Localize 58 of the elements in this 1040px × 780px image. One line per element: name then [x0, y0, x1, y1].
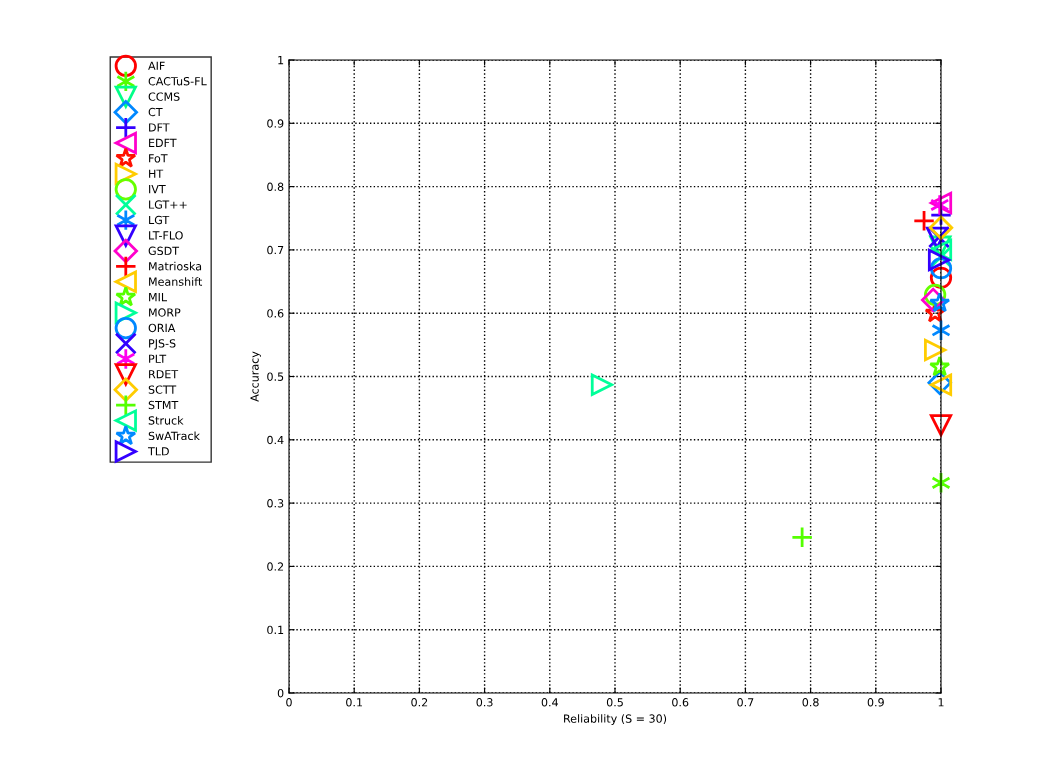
legend-label: Struck [148, 416, 184, 425]
point [929, 414, 953, 437]
point [791, 526, 814, 549]
x-tick-label: 0.9 [867, 698, 884, 707]
x-tick-label: 0.8 [802, 698, 819, 707]
legend-label: GSDT [148, 246, 180, 256]
legend-label: CCMS [148, 92, 180, 101]
legend-label: MIL [149, 293, 168, 302]
x-tick-label: 0.6 [672, 698, 689, 707]
x-tick-label: 0.5 [606, 698, 623, 707]
legend-label: LGT++ [149, 200, 187, 209]
y-tick-label: 0.1 [267, 625, 284, 635]
y-tick-label: 1 [278, 56, 284, 65]
y-tick-label: 0 [277, 688, 284, 698]
y-tick-label: 0.2 [267, 562, 284, 571]
y-tick-label: 0.5 [267, 372, 284, 381]
legend-label: CACTuS-FL [148, 77, 207, 86]
x-tick-label: 0 [286, 698, 292, 707]
legend-label: PLT [149, 354, 167, 363]
legend-label: ORIA [148, 323, 176, 333]
y-tick-label: 0.7 [267, 245, 284, 255]
legend-label: HT [149, 169, 164, 178]
legend-label: AIF [148, 61, 165, 70]
point [929, 291, 951, 313]
y-tick-label: 0.3 [267, 499, 284, 508]
y-tick-label: 0.9 [267, 119, 284, 128]
legend-label: Matrioska [149, 261, 202, 271]
legend-label: LGT [149, 215, 170, 225]
legend-label: MORP [149, 308, 181, 317]
legend-label: EDFT [149, 138, 177, 147]
legend-label: CT [148, 107, 163, 117]
legend-label: SwATrack [148, 431, 200, 441]
legend-label: LT-FLO [149, 231, 183, 240]
x-tick-label: 0.4 [541, 698, 559, 707]
x-tick-label: 1 [938, 698, 944, 707]
legend-label: IVT [149, 185, 166, 194]
point [928, 215, 954, 240]
y-tick-label: 0.8 [267, 182, 284, 191]
x-axis-title: Reliability (S = 30) [564, 714, 667, 725]
legend-label: FoT [149, 154, 168, 163]
point [590, 373, 614, 396]
point [912, 209, 936, 232]
legend-label: STMT [148, 400, 179, 410]
legend-label: PJS-S [149, 339, 176, 350]
y-tick-label: 0.6 [267, 309, 284, 318]
legend-label: TLD [147, 447, 169, 456]
legend-label: SCTT [148, 385, 177, 394]
x-tick-label: 0.3 [476, 698, 493, 707]
legend-label: Meanshift [149, 277, 203, 286]
x-tick-label: 0.7 [737, 698, 754, 707]
legend-label: RDET [149, 370, 179, 379]
y-axis-title: Accuracy [250, 351, 261, 402]
x-tick-label: 0.2 [411, 698, 428, 707]
point [929, 355, 951, 377]
y-tick-label: 0.4 [267, 435, 284, 445]
legend-label: DFT [149, 123, 170, 132]
point [924, 338, 947, 362]
x-tick-label: 0.1 [346, 698, 363, 707]
